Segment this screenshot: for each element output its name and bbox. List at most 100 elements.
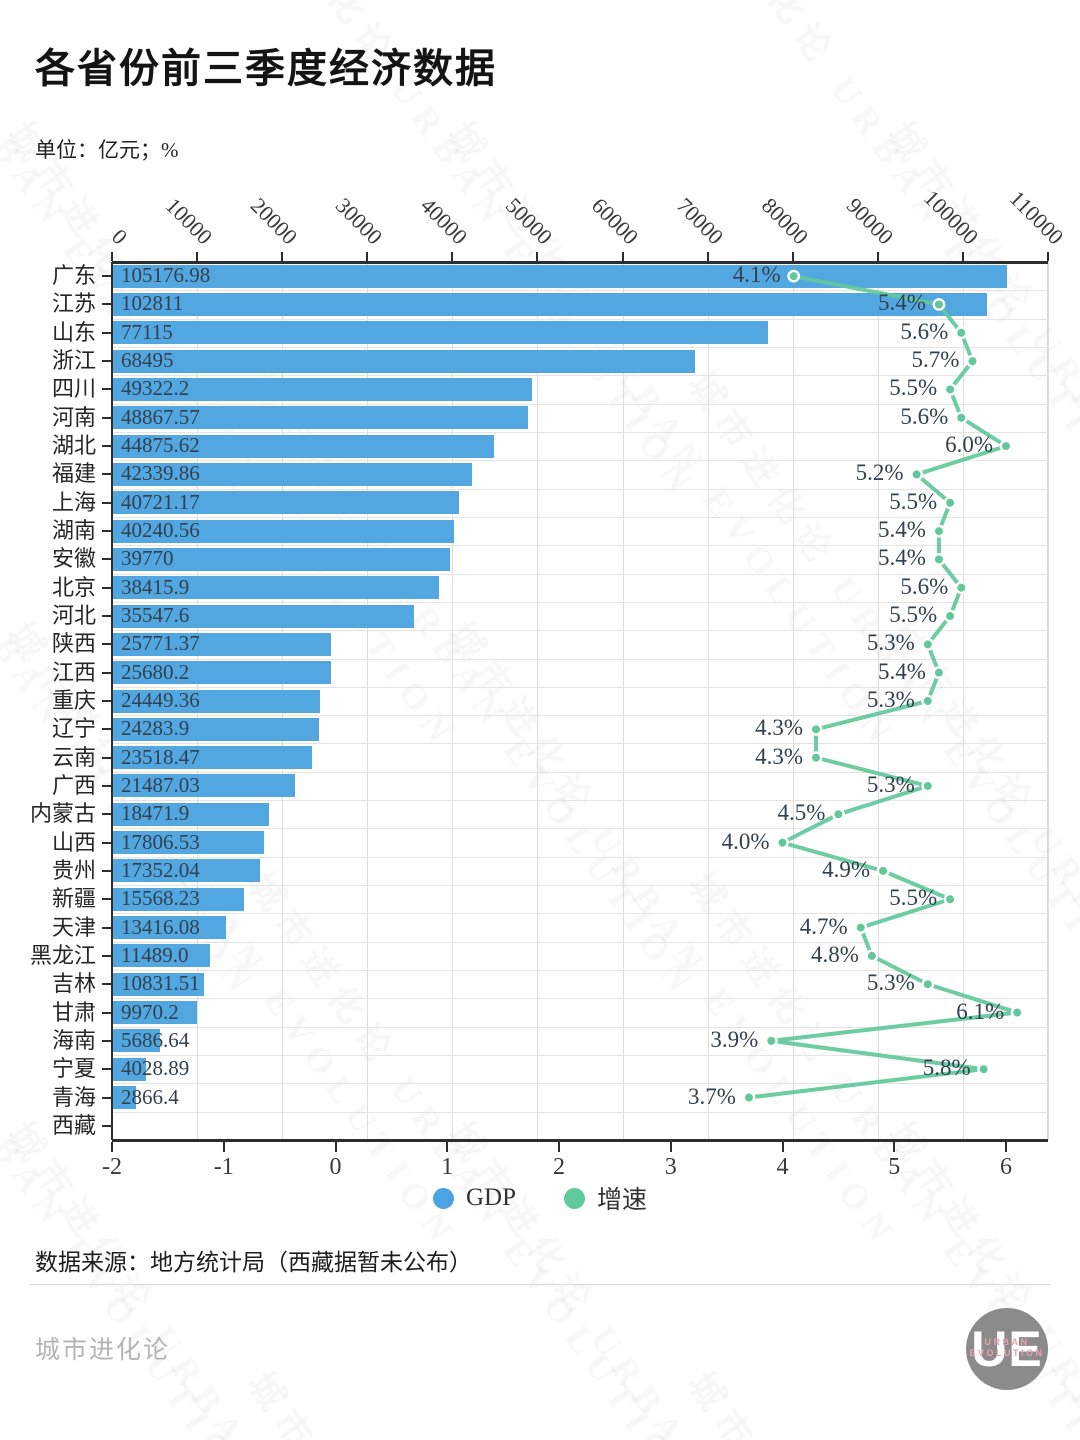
growth-value-label: 5.6% [900,318,949,344]
growth-marker [776,836,789,850]
growth-marker [954,326,968,340]
growth-marker [999,439,1013,453]
bottom-axis-tick-label: -2 [102,1154,122,1180]
category-label: 辽宁 [51,716,96,742]
growth-value-label: 4.5% [777,800,826,826]
bottom-axis-tick-label: 1 [441,1154,454,1180]
bottom-axis-tick [334,1142,337,1152]
category-label: 安徽 [51,546,96,572]
legend-dot-icon [564,1187,585,1209]
growth-value-label: 5.6% [900,403,949,429]
growth-marker [865,949,879,963]
y-axis-tick [102,1124,111,1127]
horizontal-gridline [112,630,1048,632]
y-axis-tick [102,954,111,957]
gdp-value-label: 4028.89 [121,1056,190,1081]
y-axis-tick [102,983,111,986]
horizontal-gridline [112,1026,1048,1028]
top-axis-tick [366,252,369,261]
category-label: 内蒙古 [29,801,96,827]
horizontal-gridline [112,885,1048,887]
legend-dot-icon [432,1187,454,1209]
growth-value-label: 5.4% [878,658,926,684]
gdp-value-label: 25771.37 [121,631,200,656]
gdp-bar [112,774,295,798]
vertical-gridline [537,262,539,1140]
gdp-value-label: 17352.04 [121,857,200,882]
legend-label: GDP [465,1184,516,1211]
top-axis-tick [111,252,113,261]
growth-marker [1010,1006,1024,1019]
gdp-value-label: 42339.86 [121,461,200,486]
growth-value-label: 5.4% [878,545,926,571]
growth-value-label: 5.2% [855,460,904,486]
gdp-value-label: 24449.36 [121,688,200,712]
growth-marker [921,977,935,991]
bottom-axis-tick-label: 0 [329,1154,342,1180]
gdp-value-label: 40240.56 [121,518,200,543]
category-label: 陕西 [51,631,96,657]
growth-marker [954,581,968,595]
y-axis-tick [102,926,111,929]
y-axis-tick [102,813,111,816]
bottom-axis-line [112,1139,1048,1142]
category-label: 云南 [51,744,96,770]
category-label: 海南 [51,1027,96,1053]
bottom-axis-tick [893,1142,896,1152]
gdp-bar [112,547,451,571]
category-label: 江苏 [51,291,96,317]
growth-marker [932,298,946,311]
growth-value-label: 5.4% [878,290,926,316]
category-label: 河南 [51,404,96,430]
chart-legend: GDP 增速 [0,1180,1080,1216]
y-axis-tick [102,445,111,448]
horizontal-gridline [112,460,1048,462]
growth-value-label: 5.5% [889,488,938,514]
category-label: 四川 [51,376,96,402]
left-axis-line [111,262,113,1140]
top-axis-tick-label: 30000 [331,192,388,250]
gdp-bar [112,1086,137,1110]
growth-marker [943,383,957,396]
growth-value-label: 5.3% [866,970,915,996]
gdp-bar [112,717,319,741]
growth-marker [932,524,946,538]
gdp-value-label: 21487.03 [121,772,200,797]
category-label: 河北 [51,603,96,629]
y-axis-tick [102,388,111,391]
gdp-bar [112,661,331,685]
gdp-value-label: 23518.47 [121,744,200,769]
y-axis-tick [102,784,111,787]
y-axis-tick [102,275,111,278]
growth-value-label: 4.9% [822,856,871,882]
gdp-value-label: 11489.0 [121,942,189,967]
horizontal-gridline [112,715,1048,717]
gdp-value-label: 77115 [121,319,173,344]
y-axis-tick [102,473,111,476]
horizontal-gridline [112,970,1048,972]
category-label: 甘肃 [51,999,96,1025]
gdp-bar [112,264,1007,288]
category-label: 广东 [51,263,96,289]
top-axis-tick-label: 40000 [416,192,473,250]
top-axis-tick-label: 100000 [918,184,984,250]
vertical-gridline [1048,262,1049,1140]
category-label: 宁夏 [51,1056,96,1082]
gdp-value-label: 18471.9 [121,801,190,826]
category-label: 福建 [51,461,96,487]
y-axis-tick [102,615,111,618]
horizontal-gridline [112,601,1048,603]
growth-value-label: 3.9% [710,1026,759,1052]
growth-value-label: 5.3% [866,630,915,656]
horizontal-gridline [112,658,1048,660]
unit-label: 单位：亿元；% [35,138,179,162]
growth-marker [742,1091,756,1104]
category-label: 贵州 [51,857,96,883]
gdp-bar [112,462,473,486]
growth-value-label: 5.5% [889,375,938,401]
growth-marker [932,666,946,680]
y-axis-tick [102,1011,111,1014]
growth-value-label: 5.3% [866,687,915,712]
category-label: 黑龙江 [29,942,96,968]
top-axis-tick [536,252,539,261]
